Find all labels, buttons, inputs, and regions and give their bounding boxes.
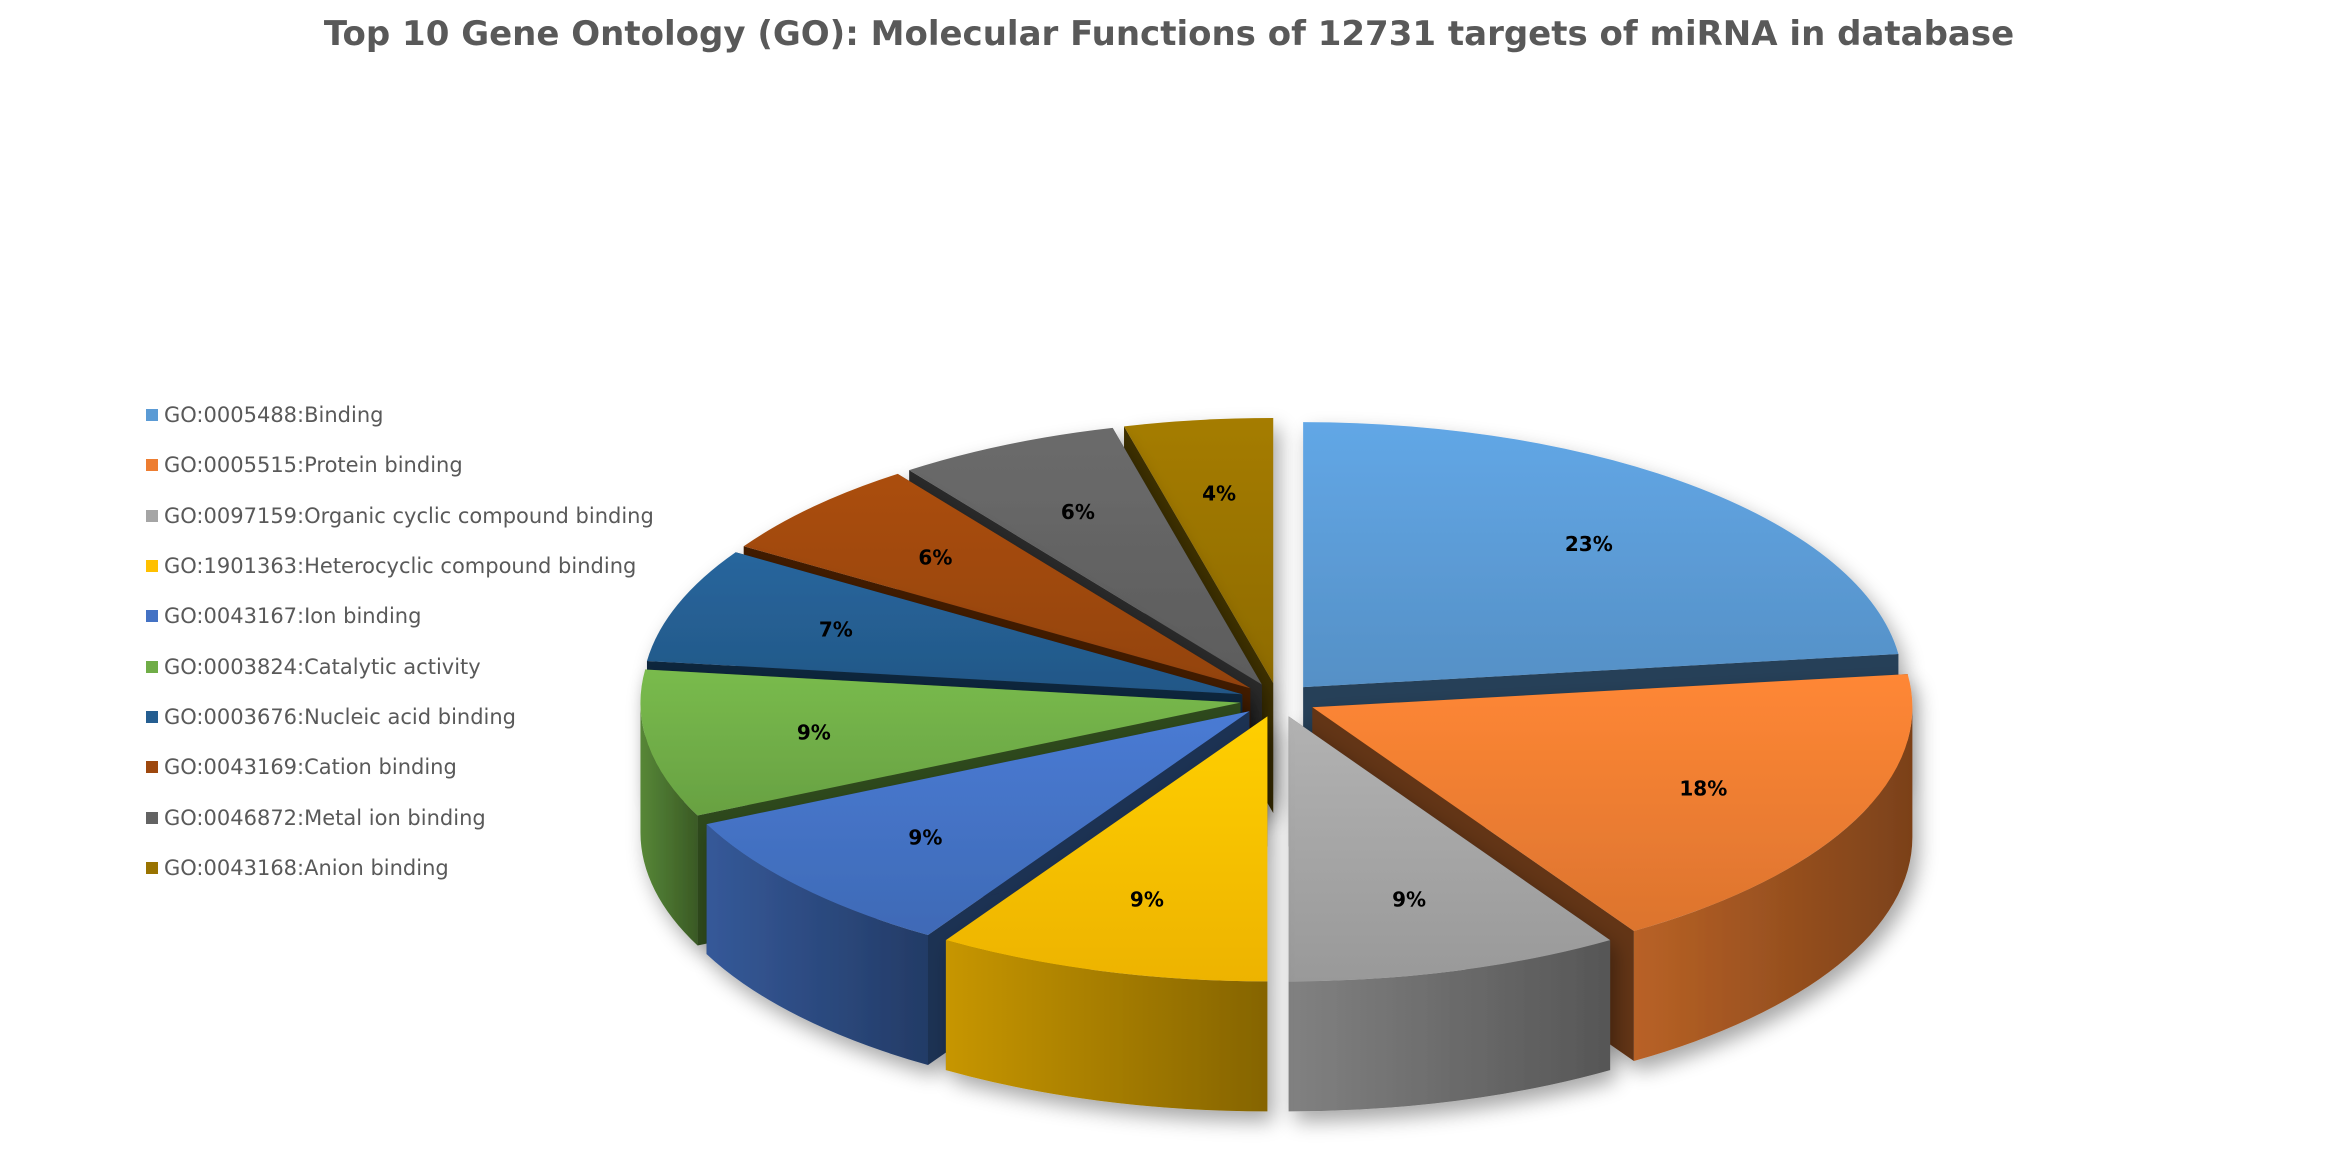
legend-label: GO:0005488:Binding bbox=[164, 403, 384, 428]
legend-item-go-0043167-ion-binding: GO:0043167:Ion binding bbox=[146, 591, 654, 641]
slice-outer-wall bbox=[706, 824, 928, 1066]
legend-swatch bbox=[146, 610, 158, 623]
legend: GO:0005488:Binding GO:0005515:Protein bin… bbox=[146, 390, 654, 893]
legend-label: GO:0043169:Cation binding bbox=[164, 755, 457, 780]
legend-item-go-0005515-protein-binding: GO:0005515:Protein binding bbox=[146, 440, 654, 490]
legend-label: GO:0097159:Organic cyclic compound bindi… bbox=[164, 503, 654, 528]
legend-label: GO:0005515:Protein binding bbox=[164, 453, 463, 478]
data-label-go-0003824-catalytic-activity: 9% bbox=[797, 721, 831, 745]
legend-swatch bbox=[146, 509, 158, 522]
legend-swatch bbox=[146, 761, 158, 774]
legend-swatch bbox=[146, 660, 158, 673]
chart-title: Top 10 Gene Ontology (GO): Molecular Fun… bbox=[323, 14, 2015, 54]
legend-item-go-0046872-metal-ion-binding: GO:0046872:Metal ion binding bbox=[146, 792, 654, 842]
legend-swatch bbox=[146, 409, 158, 422]
legend-item-go-1901363-heterocyclic-compound-binding: GO:1901363:Heterocyclic compound binding bbox=[146, 541, 654, 591]
data-label-go-0003676-nucleic-acid-binding: 7% bbox=[819, 618, 853, 642]
legend-item-go-0043168-anion-binding: GO:0043168:Anion binding bbox=[146, 843, 654, 893]
legend-label: GO:0003676:Nucleic acid binding bbox=[164, 704, 517, 729]
legend-swatch bbox=[146, 459, 158, 472]
data-label-go-0097159-organic-cyclic-compound-binding: 9% bbox=[1392, 888, 1426, 912]
slice-top-face bbox=[706, 711, 1250, 936]
slice-top-face bbox=[743, 473, 1251, 689]
data-label-go-0043169-cation-binding: 6% bbox=[918, 546, 952, 570]
slice-top-face bbox=[1288, 716, 1611, 982]
labels-layer: 23% 18% 9% 9% 9% 9% 7% 6% 6% 4% bbox=[797, 482, 1727, 912]
legend-item-go-0097159-organic-cyclic-compound-binding: GO:0097159:Organic cyclic compound bindi… bbox=[146, 491, 654, 541]
slice-top-face bbox=[1312, 674, 1913, 932]
legend-swatch bbox=[146, 560, 158, 573]
legend-item-go-0005488-binding: GO:0005488:Binding bbox=[146, 390, 654, 440]
slice-outer-wall bbox=[945, 940, 1268, 1112]
legend-label: GO:0046872:Metal ion binding bbox=[164, 805, 486, 830]
legend-label: GO:1901363:Heterocyclic compound binding bbox=[164, 554, 637, 579]
slices-layer bbox=[640, 418, 1913, 1112]
legend-item-go-0043169-cation-binding: GO:0043169:Cation binding bbox=[146, 742, 654, 792]
slice-top-face bbox=[640, 669, 1241, 816]
legend-item-go-0003676-nucleic-acid-binding: GO:0003676:Nucleic acid binding bbox=[146, 692, 654, 742]
slice-top-face bbox=[646, 552, 1243, 695]
slice-top-face bbox=[945, 716, 1268, 982]
slice-top-face bbox=[909, 427, 1262, 685]
legend-label: GO:0043168:Anion binding bbox=[164, 855, 449, 880]
legend-swatch bbox=[146, 861, 158, 874]
slice-top-face bbox=[1303, 422, 1899, 688]
slice-top-face bbox=[1124, 418, 1274, 684]
data-label-go-0043168-anion-binding: 4% bbox=[1202, 482, 1236, 506]
legend-item-go-0003824-catalytic-activity: GO:0003824:Catalytic activity bbox=[146, 641, 654, 691]
data-label-go-0005488-binding: 23% bbox=[1565, 532, 1613, 556]
slice-outer-wall bbox=[1633, 707, 1913, 1062]
pie-slice-go-1901363-heterocyclic-compound-binding bbox=[945, 716, 1268, 1112]
data-label-go-0046872-metal-ion-binding: 6% bbox=[1061, 500, 1095, 524]
pie-slice-go-0097159-organic-cyclic-compound-binding bbox=[1288, 716, 1611, 1112]
data-label-go-1901363-heterocyclic-compound-binding: 9% bbox=[1130, 888, 1164, 912]
legend-swatch bbox=[146, 811, 158, 824]
legend-swatch bbox=[146, 710, 158, 723]
slice-outer-wall bbox=[640, 702, 698, 946]
data-label-go-0005515-protein-binding: 18% bbox=[1679, 777, 1727, 801]
legend-label: GO:0043167:Ion binding bbox=[164, 604, 422, 629]
data-label-go-0043167-ion-binding: 9% bbox=[908, 826, 942, 850]
legend-label: GO:0003824:Catalytic activity bbox=[164, 654, 481, 679]
slice-outer-wall bbox=[1288, 940, 1611, 1112]
